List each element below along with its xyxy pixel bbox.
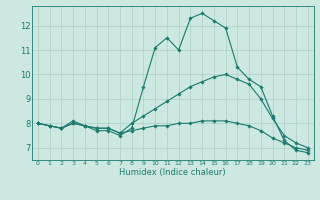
X-axis label: Humidex (Indice chaleur): Humidex (Indice chaleur) xyxy=(119,168,226,177)
